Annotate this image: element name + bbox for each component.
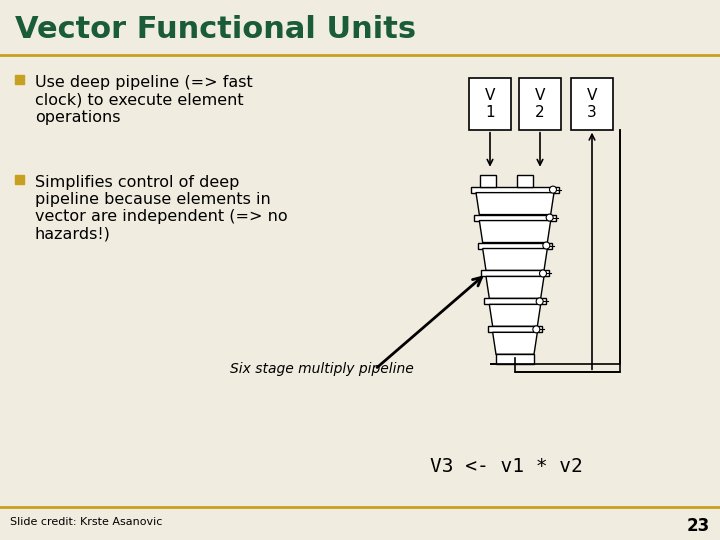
Circle shape (549, 186, 557, 193)
Bar (571, 78, 613, 130)
Bar (477, 242, 552, 248)
Text: Use deep pipeline (=> fast
clock) to execute element
operations: Use deep pipeline (=> fast clock) to exe… (35, 75, 253, 125)
Text: Vector Functional Units: Vector Functional Units (15, 16, 416, 44)
Text: V
1: V 1 (485, 87, 495, 120)
Circle shape (533, 326, 540, 333)
Bar (15, 75, 24, 84)
Bar (485, 299, 546, 305)
Bar (474, 214, 556, 220)
Text: V
3: V 3 (587, 87, 597, 120)
Polygon shape (476, 193, 554, 214)
Bar (487, 326, 542, 332)
Bar (496, 354, 534, 364)
Text: Slide credit: Krste Asanovic: Slide credit: Krste Asanovic (10, 517, 163, 527)
Polygon shape (486, 276, 544, 299)
Polygon shape (480, 220, 551, 242)
Circle shape (536, 298, 543, 305)
Bar (15, 174, 24, 184)
Bar (481, 271, 549, 276)
Circle shape (546, 214, 553, 221)
Text: V
2: V 2 (535, 87, 545, 120)
Polygon shape (482, 248, 547, 271)
Bar (469, 78, 511, 130)
Circle shape (539, 270, 546, 277)
Bar (471, 187, 559, 193)
Bar (519, 78, 561, 130)
Bar (480, 174, 496, 187)
Polygon shape (492, 332, 537, 354)
Circle shape (543, 242, 550, 249)
Text: Simplifies control of deep
pipeline because elements in
vector are independent (: Simplifies control of deep pipeline beca… (35, 174, 287, 242)
Text: 23: 23 (687, 517, 710, 535)
Bar (517, 174, 533, 187)
Polygon shape (490, 305, 541, 326)
Text: V3 <- v1 * v2: V3 <- v1 * v2 (430, 457, 582, 476)
Text: Six stage multiply pipeline: Six stage multiply pipeline (230, 362, 414, 376)
